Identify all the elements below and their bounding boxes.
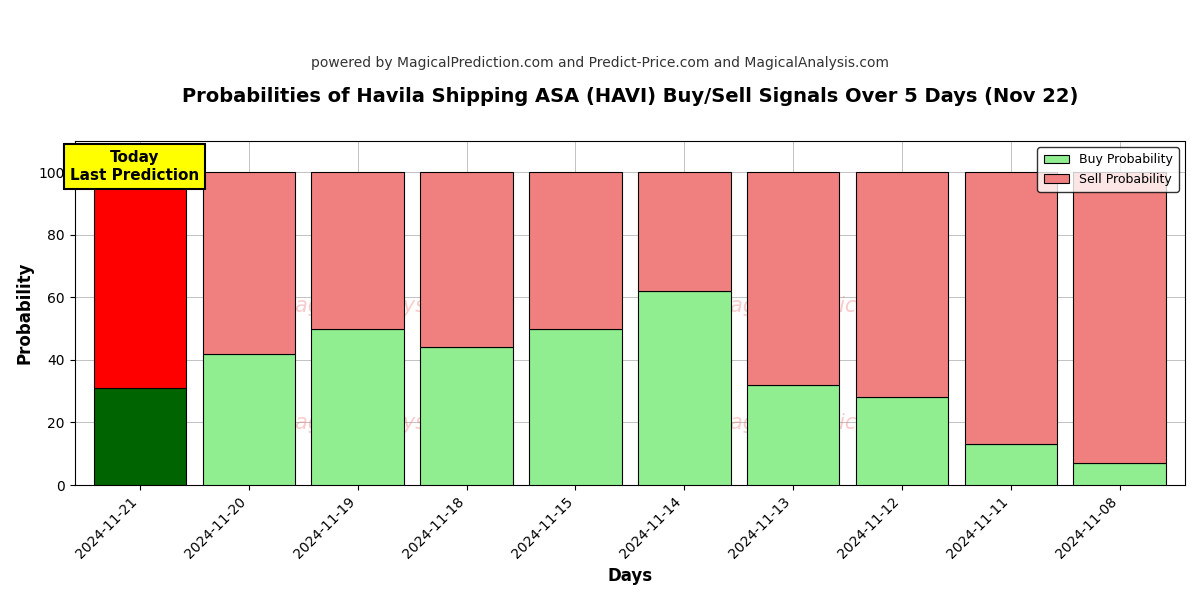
Bar bbox=[203, 353, 295, 485]
Bar bbox=[529, 329, 622, 485]
Bar bbox=[1074, 172, 1166, 463]
Bar bbox=[94, 172, 186, 388]
Bar bbox=[638, 172, 731, 291]
Bar bbox=[529, 172, 622, 329]
Bar bbox=[965, 172, 1057, 445]
Bar bbox=[746, 385, 839, 485]
Text: MagicalAnalysis.com: MagicalAnalysis.com bbox=[277, 413, 494, 433]
Legend: Buy Probability, Sell Probability: Buy Probability, Sell Probability bbox=[1037, 147, 1178, 192]
Y-axis label: Probability: Probability bbox=[16, 262, 34, 364]
Text: powered by MagicalPrediction.com and Predict-Price.com and MagicalAnalysis.com: powered by MagicalPrediction.com and Pre… bbox=[311, 56, 889, 70]
Bar bbox=[1074, 463, 1166, 485]
Text: MagicalPrediction.com: MagicalPrediction.com bbox=[712, 296, 948, 316]
Bar bbox=[312, 329, 404, 485]
Bar bbox=[203, 172, 295, 353]
Text: MagicalPrediction.com: MagicalPrediction.com bbox=[712, 413, 948, 433]
Text: MagicalAnalysis.com: MagicalAnalysis.com bbox=[277, 296, 494, 316]
Bar bbox=[312, 172, 404, 329]
Bar bbox=[638, 291, 731, 485]
Title: Probabilities of Havila Shipping ASA (HAVI) Buy/Sell Signals Over 5 Days (Nov 22: Probabilities of Havila Shipping ASA (HA… bbox=[181, 87, 1078, 106]
Bar bbox=[420, 347, 512, 485]
X-axis label: Days: Days bbox=[607, 567, 653, 585]
Bar bbox=[420, 172, 512, 347]
Bar bbox=[746, 172, 839, 385]
Bar bbox=[965, 445, 1057, 485]
Bar bbox=[856, 397, 948, 485]
Bar bbox=[856, 172, 948, 397]
Text: Today
Last Prediction: Today Last Prediction bbox=[70, 150, 199, 182]
Bar bbox=[94, 388, 186, 485]
